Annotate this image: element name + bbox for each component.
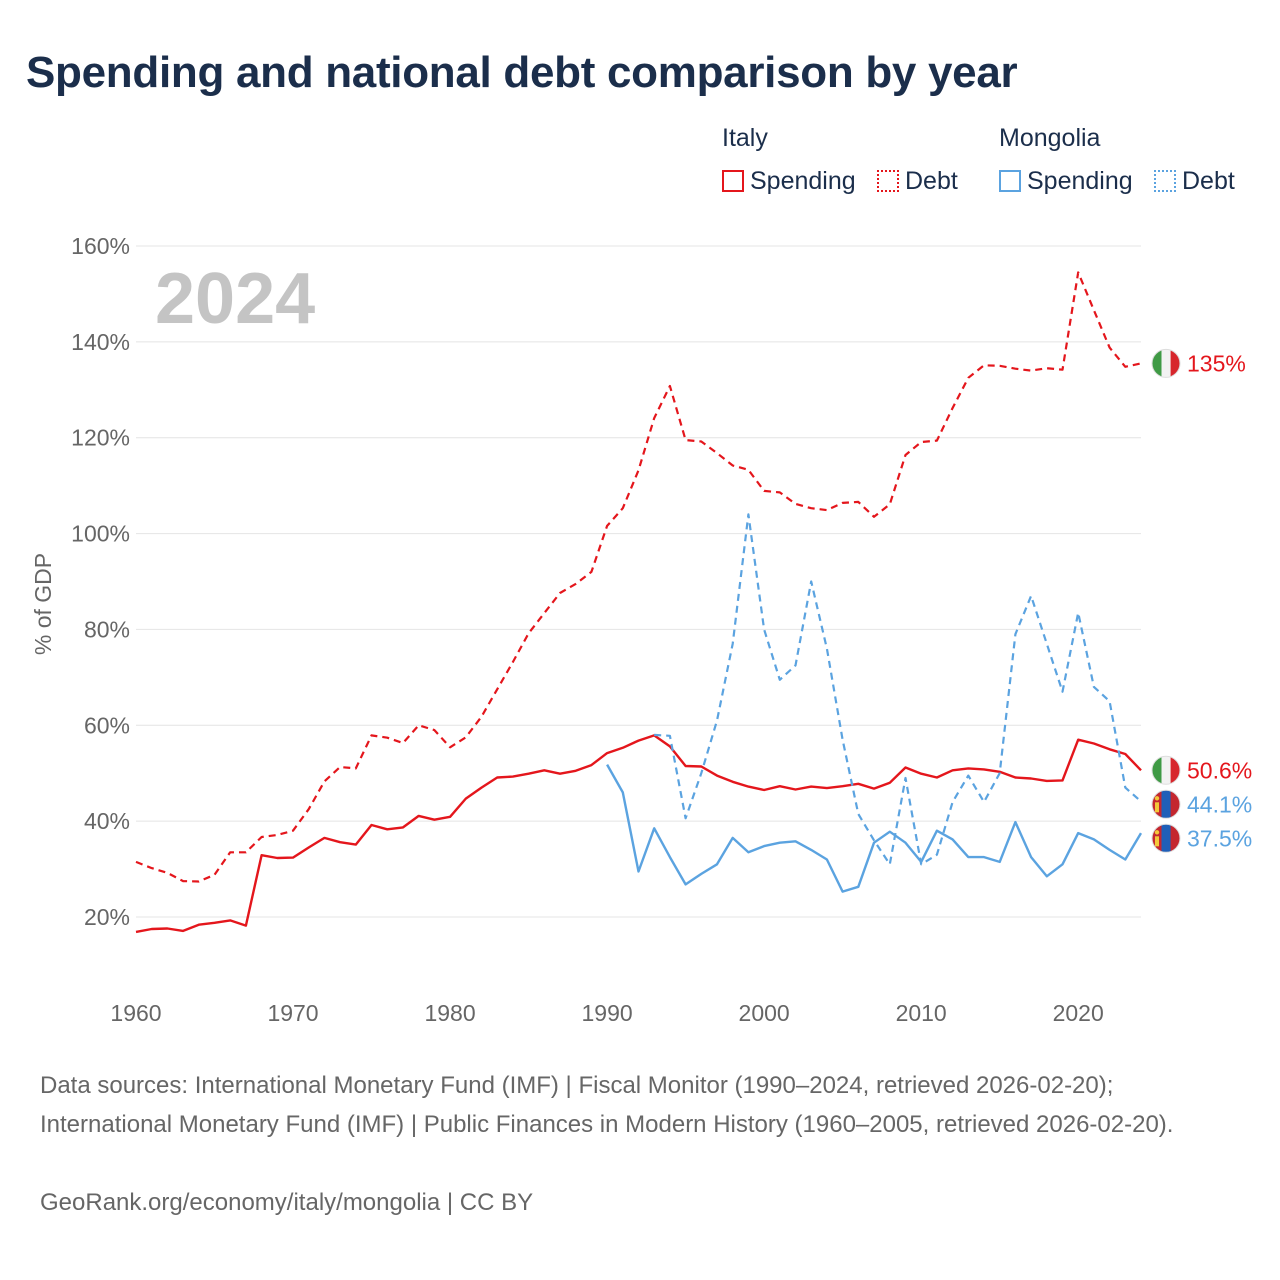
mongolia-flag-icon <box>1151 823 1181 853</box>
legend-label: Debt <box>1182 166 1235 195</box>
y-tick-label: 40% <box>84 808 130 834</box>
end-value-label: 50.6% <box>1187 757 1252 783</box>
end-value-label: 44.1% <box>1187 791 1252 817</box>
legend-swatch-dotted <box>1154 170 1176 192</box>
chart-title: Spending and national debt comparison by… <box>26 48 1018 97</box>
italy-flag-icon <box>1151 348 1181 378</box>
legend-swatch-solid <box>999 170 1021 192</box>
x-tick-label: 2010 <box>896 1000 947 1026</box>
x-tick-label: 1990 <box>582 1000 633 1026</box>
legend-italy-debt[interactable]: Debt <box>877 166 958 196</box>
legend-label: Spending <box>1027 166 1133 195</box>
y-tick-label: 120% <box>71 425 130 451</box>
legend-mongolia-title: Mongolia <box>999 124 1101 152</box>
legend-mongolia-spending[interactable]: Spending <box>999 166 1133 196</box>
legend-mongolia-debt[interactable]: Debt <box>1154 166 1235 196</box>
y-axis-title: % of GDP <box>30 553 56 655</box>
y-tick-label: 100% <box>71 521 130 547</box>
series-line-italy-spending[interactable] <box>135 734 1142 934</box>
x-tick-label: 1970 <box>267 1000 318 1026</box>
legend-label: Debt <box>905 166 958 195</box>
year-watermark: 2024 <box>155 259 315 339</box>
y-tick-label: 80% <box>84 616 130 642</box>
footer-sources: Data sources: International Monetary Fun… <box>40 1072 1174 1138</box>
legend-label: Spending <box>750 166 856 195</box>
end-value-label: 135% <box>1187 350 1246 376</box>
x-tick-label: 1980 <box>424 1000 475 1026</box>
mongolia-flag-icon <box>1151 789 1181 819</box>
y-tick-label: 60% <box>84 712 130 738</box>
end-value-label: 37.5% <box>1187 825 1252 851</box>
x-tick-label: 1960 <box>110 1000 161 1026</box>
series-line-mongolia-debt[interactable] <box>654 513 1142 866</box>
legend-swatch-solid <box>722 170 744 192</box>
y-tick-label: 20% <box>84 904 130 930</box>
legend-swatch-dotted <box>877 170 899 192</box>
footer-credit[interactable]: GeoRank.org/economy/italy/mongolia | CC … <box>40 1189 534 1216</box>
series-line-italy-debt[interactable] <box>135 271 1142 883</box>
legend-italy-title: Italy <box>722 124 768 152</box>
italy-flag-icon <box>1151 755 1181 785</box>
x-tick-label: 2000 <box>739 1000 790 1026</box>
y-tick-label: 140% <box>71 329 130 355</box>
legend-italy-spending[interactable]: Spending <box>722 166 856 196</box>
series-line-mongolia-spending[interactable] <box>606 764 1143 893</box>
x-tick-label: 2020 <box>1053 1000 1104 1026</box>
y-tick-label: 160% <box>71 233 130 259</box>
